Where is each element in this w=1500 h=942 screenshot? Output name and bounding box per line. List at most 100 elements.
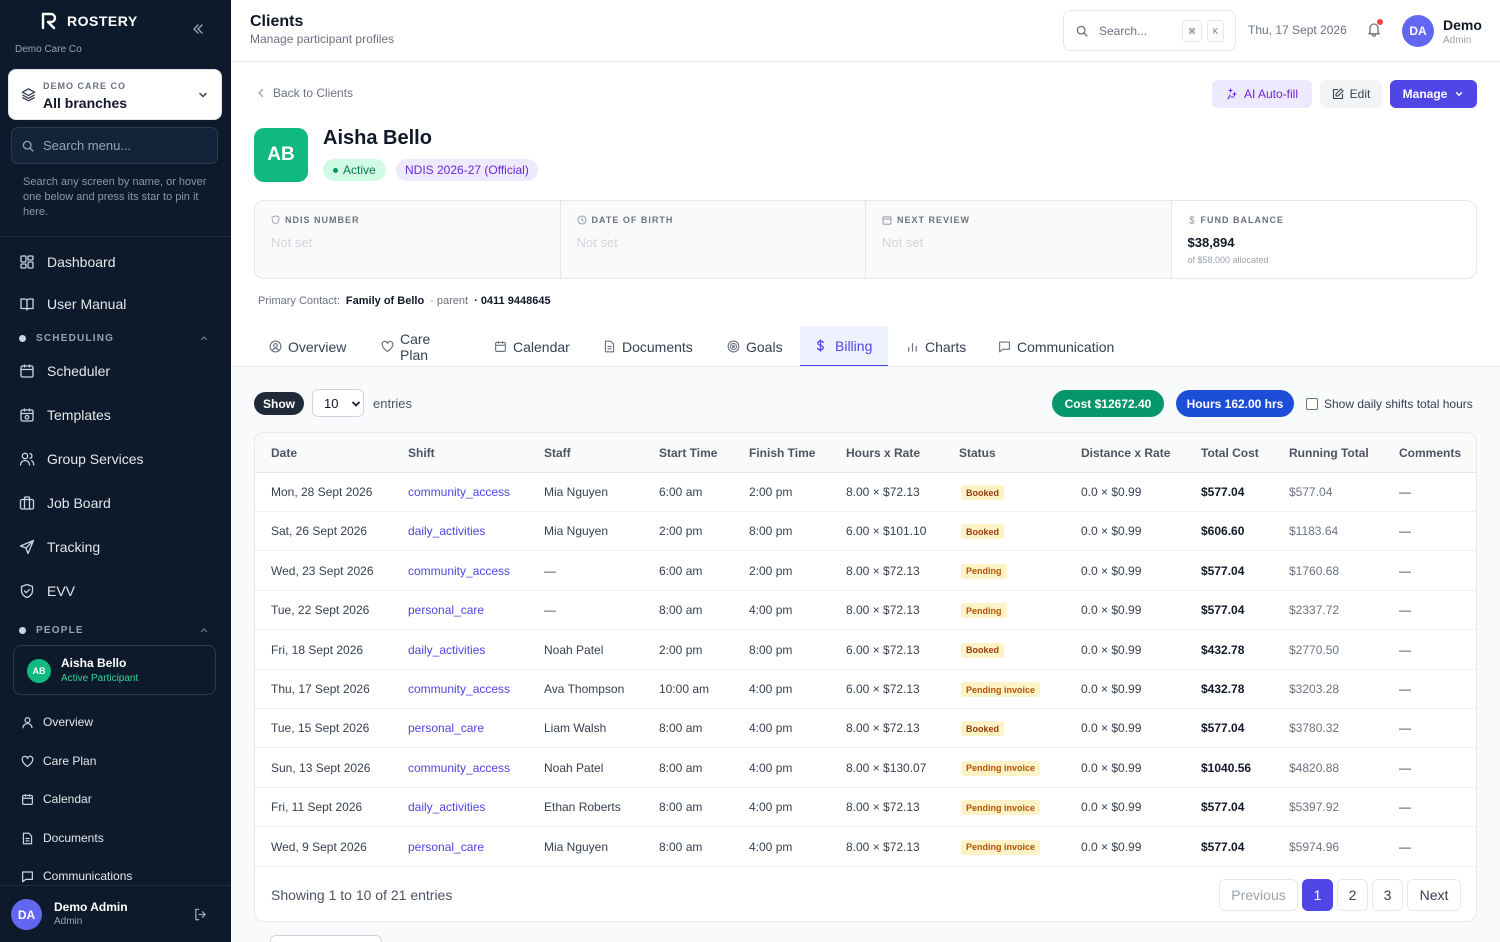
table-row[interactable]: Tue, 22 Sept 2026 personal_care — 8:00 am 4:… — [255, 591, 1476, 631]
back-to-clients-link[interactable]: Back to Clients — [257, 86, 353, 100]
page-size-select[interactable]: 10 — [312, 389, 364, 417]
sidebar-item-care-plan[interactable]: Care Plan — [21, 753, 96, 769]
cell-staff: — — [544, 603, 556, 618]
cell-comments: — — [1399, 839, 1411, 854]
cell-shift[interactable]: personal_care — [408, 839, 485, 854]
cell-running: $3203.28 — [1289, 682, 1340, 696]
logout-icon[interactable] — [193, 907, 208, 922]
sidebar-item-user-manual[interactable]: User Manual — [19, 293, 126, 315]
column-header[interactable]: Status — [959, 446, 996, 460]
cell-shift[interactable]: community_access — [408, 682, 511, 696]
sparkle-icon — [1226, 88, 1238, 100]
sidebar-item-evv[interactable]: EVV — [19, 580, 75, 602]
column-header[interactable]: Distance x Rate — [1081, 446, 1171, 460]
cell-shift[interactable]: community_access — [408, 760, 511, 775]
tab-communication[interactable]: Communication — [998, 326, 1114, 367]
chevron-up-icon[interactable] — [199, 333, 209, 343]
cell-shift[interactable]: community_access — [408, 563, 511, 578]
ai-autofill-button[interactable]: AI Auto-fill — [1212, 80, 1312, 108]
manage-button[interactable]: Manage — [1390, 80, 1477, 108]
page-button-2[interactable]: 2 — [1337, 879, 1368, 911]
client-name: Aisha Bello — [323, 127, 432, 149]
column-header[interactable]: Running Total — [1289, 446, 1369, 460]
cell-shift[interactable]: personal_care — [408, 721, 485, 736]
chevron-up-icon[interactable] — [199, 625, 209, 635]
collapse-sidebar-icon[interactable] — [190, 21, 206, 37]
table-row[interactable]: Sat, 26 Sept 2026 daily_activities Mia Ngu… — [255, 512, 1476, 552]
sidebar-search-input[interactable]: Search menu... — [11, 127, 218, 164]
branch-selector[interactable]: DEMO CARE CO All branches — [8, 69, 222, 120]
document-icon — [603, 340, 616, 353]
cell-total: $577.04 — [1201, 721, 1245, 736]
notifications-bell-icon[interactable] — [1366, 19, 1383, 37]
sidebar-user[interactable]: DA Demo Admin Admin — [0, 885, 231, 942]
cell-shift[interactable]: daily_activities — [408, 642, 486, 657]
tab-overview[interactable]: Overview — [269, 326, 346, 367]
column-header[interactable]: Shift — [408, 446, 435, 460]
table-row[interactable]: Wed, 9 Sept 2026 personal_care Mia Nguyen 8… — [255, 828, 1476, 867]
checkbox[interactable] — [1306, 398, 1318, 410]
billing-table: Date Shift Staff Start Time Finish Time … — [254, 432, 1477, 922]
user-icon — [21, 716, 34, 729]
sidebar-item-overview[interactable]: Overview — [21, 714, 93, 730]
column-header[interactable]: Comments — [1399, 446, 1462, 460]
show-label: Show — [254, 392, 304, 415]
tab-calendar[interactable]: Calendar — [494, 326, 570, 367]
column-header[interactable]: Start Time — [659, 446, 718, 460]
tab-documents[interactable]: Documents — [603, 326, 693, 367]
table-row[interactable]: Mon, 28 Sept 2026 community_access Mia Ngu… — [255, 473, 1476, 512]
org-name: Demo Care Co — [15, 44, 82, 55]
participant-card[interactable]: AB Aisha Bello Active Participant — [13, 645, 216, 695]
column-header[interactable]: Hours x Rate — [846, 446, 921, 460]
tab-care-plan[interactable]: Care Plan — [381, 326, 430, 367]
section-people[interactable]: PEOPLE — [19, 623, 84, 637]
column-header[interactable]: Staff — [544, 446, 571, 460]
table-row[interactable]: Thu, 17 Sept 2026 community_access Ava Tho… — [255, 670, 1476, 709]
contact-phone[interactable]: · 0411 9448645 — [474, 295, 551, 307]
sidebar-item-dashboard[interactable]: Dashboard — [19, 251, 116, 273]
global-search-input[interactable]: Search... ⌘ K — [1063, 10, 1236, 51]
cell-total: $577.04 — [1201, 485, 1245, 499]
cell-shift[interactable]: personal_care — [408, 603, 485, 618]
daily-shifts-toggle[interactable]: Show daily shifts total hours — [1306, 397, 1473, 411]
column-header[interactable]: Date — [271, 446, 298, 460]
page-button-1[interactable]: 1 — [1302, 879, 1333, 911]
info-label: NDIS NUMBER — [271, 215, 360, 225]
cell-comments: — — [1399, 800, 1411, 815]
sidebar-item-group-services[interactable]: Group Services — [19, 448, 143, 470]
cell-shift[interactable]: daily_activities — [408, 524, 486, 539]
brand[interactable]: ROSTERY — [41, 11, 138, 31]
calendar-template-icon — [19, 407, 35, 423]
sidebar-item-scheduler[interactable]: Scheduler — [19, 360, 110, 382]
avatar[interactable]: DA — [1402, 15, 1434, 47]
tab-goals[interactable]: Goals — [727, 326, 783, 367]
table-row[interactable]: Tue, 15 Sept 2026 personal_care Liam Walsh… — [255, 709, 1476, 749]
cell-start: 6:00 am — [659, 485, 703, 499]
table-row[interactable]: Wed, 23 Sept 2026 community_access — 6:00 a… — [255, 552, 1476, 591]
tab-charts[interactable]: Charts — [906, 326, 966, 367]
table-row[interactable]: Fri, 11 Sept 2026 daily_activities Ethan R… — [255, 788, 1476, 828]
sidebar-item-communications[interactable]: Communications — [21, 868, 132, 884]
next-page-button[interactable]: Next — [1407, 879, 1461, 911]
edit-button[interactable]: Edit — [1320, 80, 1382, 108]
table-row[interactable]: Sun, 13 Sept 2026 community_access Noah Pa… — [255, 749, 1476, 788]
sidebar-item-tracking[interactable]: Tracking — [19, 536, 100, 558]
sidebar-item-label: User Manual — [47, 296, 127, 312]
section-scheduling[interactable]: SCHEDULING — [19, 331, 114, 345]
previous-page-button[interactable]: Previous — [1219, 879, 1298, 911]
table-row[interactable]: Fri, 18 Sept 2026 daily_activities Noah Pa… — [255, 631, 1476, 670]
header-user-name[interactable]: Demo — [1443, 17, 1482, 33]
sidebar-item-job-board[interactable]: Job Board — [19, 492, 111, 514]
tab-label: Goals — [746, 338, 783, 355]
cell-shift[interactable]: daily_activities — [408, 800, 486, 815]
cell-shift[interactable]: community_access — [408, 485, 511, 499]
edit-label: Edit — [1349, 87, 1371, 101]
column-header[interactable]: Total Cost — [1201, 446, 1259, 460]
sidebar-item-documents[interactable]: Documents — [21, 830, 104, 846]
page-button-3[interactable]: 3 — [1372, 879, 1403, 911]
sidebar-item-templates[interactable]: Templates — [19, 404, 111, 426]
column-header[interactable]: Finish Time — [749, 446, 816, 460]
tab-billing[interactable]: Billing — [800, 326, 888, 367]
sidebar-item-calendar[interactable]: Calendar — [21, 791, 92, 807]
shield-icon — [19, 583, 35, 599]
